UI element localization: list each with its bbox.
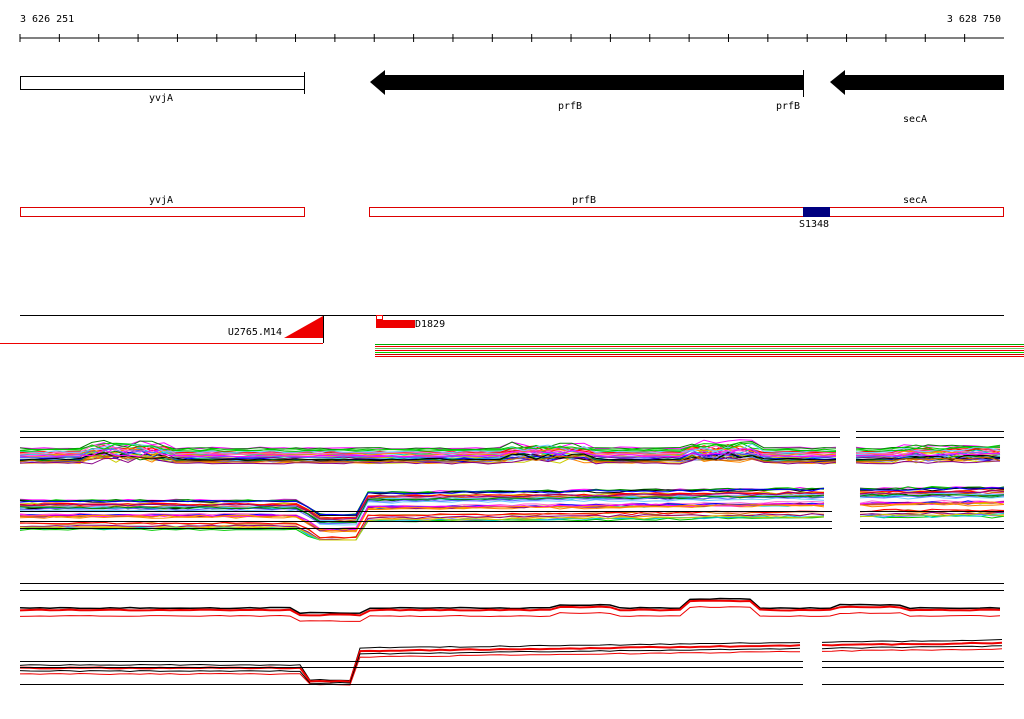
summary-line — [821, 648, 1003, 652]
gene-label: prfB — [558, 101, 582, 112]
gene-arrow — [830, 70, 1004, 95]
summary-line — [19, 647, 801, 684]
expression-line — [19, 439, 837, 450]
site-box — [803, 207, 830, 217]
expression-line — [19, 496, 825, 525]
summary-line — [821, 641, 1003, 647]
expression-line — [859, 512, 1005, 518]
region-box — [369, 207, 1004, 217]
expression-line — [20, 504, 825, 532]
gene-box — [20, 76, 305, 90]
expression-line — [855, 454, 1001, 461]
probe-lines — [375, 344, 1024, 357]
summary-line — [19, 597, 1001, 615]
expression-line — [859, 490, 1005, 496]
expression-line — [19, 504, 825, 533]
summary-line — [19, 606, 1001, 622]
expression-line — [19, 491, 825, 520]
expression-line — [855, 446, 1001, 452]
expression-line — [19, 445, 837, 456]
expression-line — [860, 501, 1005, 506]
summary-line — [19, 642, 801, 682]
expression-line — [855, 456, 1001, 462]
summary-line — [19, 599, 1001, 617]
expression-line — [19, 454, 837, 465]
region-label: yvjA — [149, 195, 173, 206]
summary-line — [821, 645, 1003, 650]
expression-line — [855, 451, 1001, 457]
summary-line — [19, 644, 801, 683]
summary-line — [19, 650, 801, 686]
gene-label: secA — [903, 114, 927, 125]
region-label: prfB — [572, 195, 596, 206]
expression-line — [859, 513, 1005, 519]
ruler-end: 3 628 750 — [947, 14, 1001, 25]
probe-box — [376, 315, 383, 320]
ruler-start: 3 626 251 — [20, 14, 74, 25]
probe-label: D1829 — [415, 319, 445, 330]
probe-triangle — [284, 316, 323, 338]
expression-line — [859, 486, 1005, 491]
expression-line — [19, 497, 825, 526]
region-box — [20, 207, 305, 217]
gene-label: prfB — [776, 101, 800, 112]
expression-line — [855, 460, 1001, 465]
gene-arrow — [370, 70, 803, 95]
expression-line — [19, 491, 825, 520]
expression-line — [859, 501, 1005, 505]
expression-line — [19, 513, 825, 541]
summary-line — [821, 639, 1003, 643]
expression-line — [19, 494, 825, 524]
expression-line — [859, 493, 1005, 497]
site-label: S1348 — [799, 219, 829, 230]
expression-line — [19, 454, 837, 463]
expression-line — [19, 442, 837, 452]
probe-box — [376, 320, 415, 328]
probe-label: U2765.M14 — [228, 327, 282, 338]
expression-line — [19, 448, 836, 458]
expression-line — [855, 446, 1001, 454]
expression-tracks — [19, 431, 1005, 686]
ruler-ticks — [19, 34, 966, 42]
region-label: secA — [903, 195, 927, 206]
expression-line — [19, 510, 825, 539]
gene-label: yvjA — [149, 93, 173, 104]
expression-line — [19, 487, 825, 516]
expression-line — [19, 500, 825, 530]
